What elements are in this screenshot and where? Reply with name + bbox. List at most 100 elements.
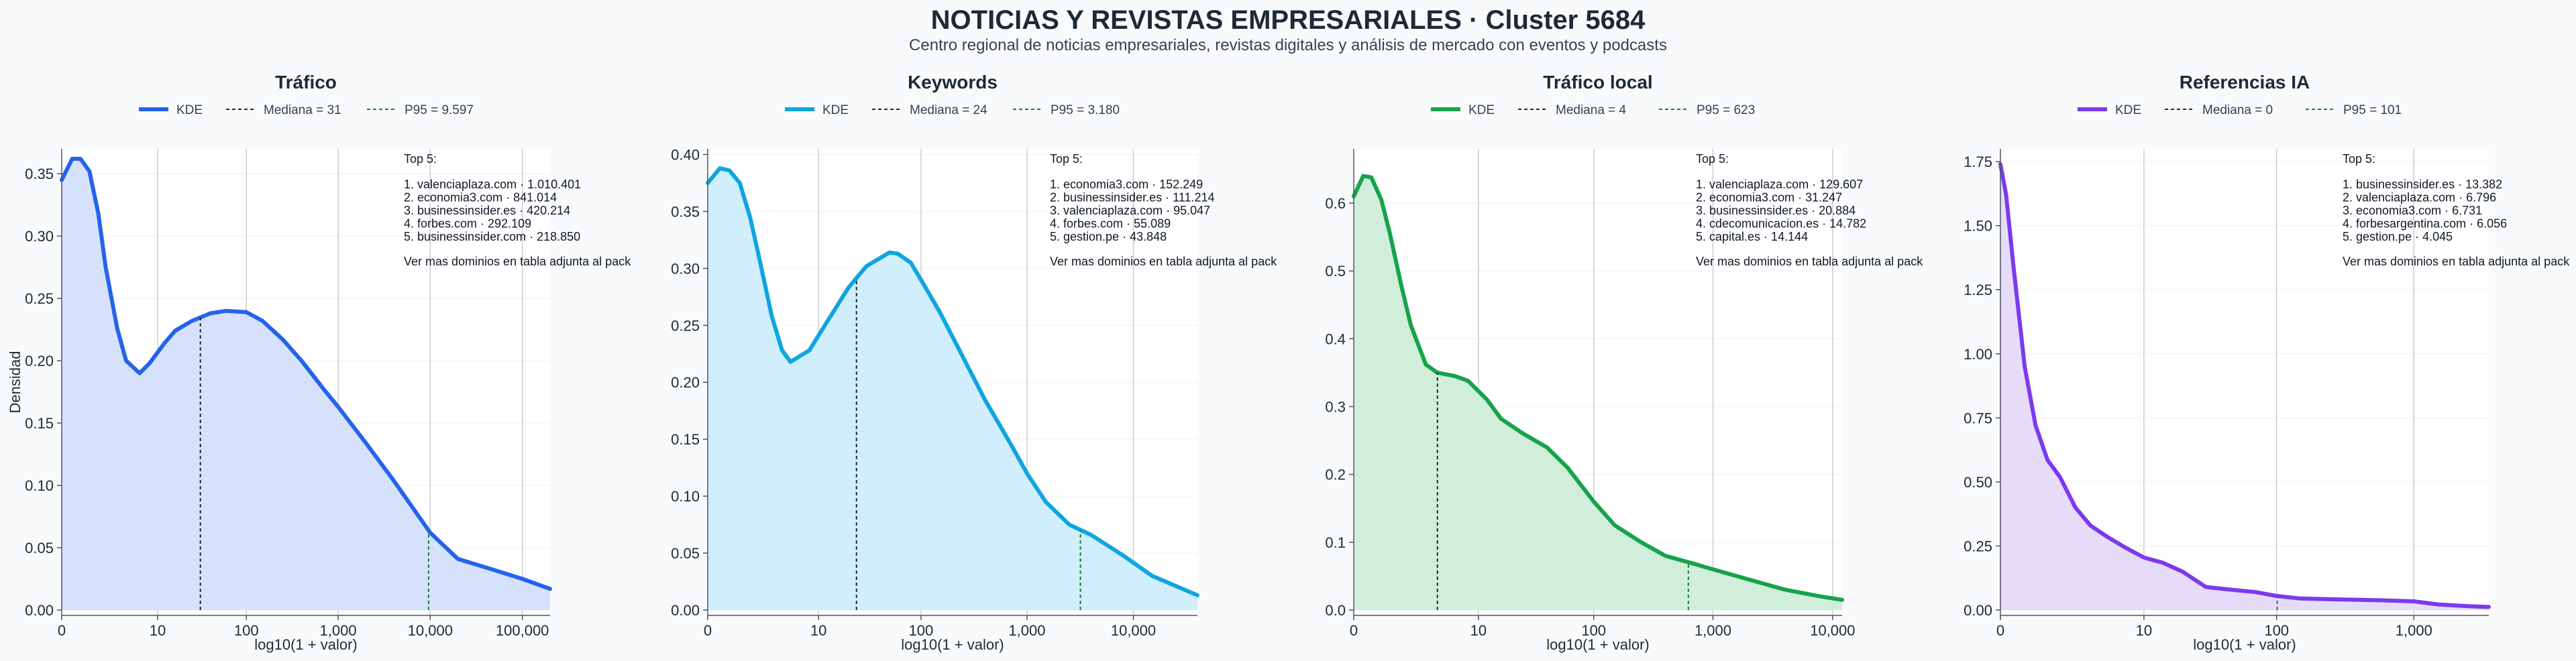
y-tick-label: 0.00	[1964, 602, 1992, 619]
chart-title: Tráfico	[275, 72, 337, 93]
x-tick-label: 1,000	[2396, 622, 2432, 639]
kde-area	[62, 158, 550, 610]
annotation-item: 4. forbesargentina.com · 6.056	[2343, 217, 2507, 231]
x-tick-label: 1,000	[1695, 622, 1731, 639]
y-tick-label: 0.2	[1325, 467, 1346, 483]
x-tick-label: 100	[909, 622, 934, 639]
y-tick-label: 0.20	[671, 374, 700, 391]
x-tick-label: 10,000	[1810, 622, 1855, 639]
x-tick-label: 10	[810, 622, 826, 639]
annotation-item: 3. businessinsider.es · 20.884	[1696, 204, 1856, 217]
legend-p95-label: P95 = 623	[1697, 103, 1755, 117]
legend-kde-label: KDE	[822, 103, 849, 117]
annotation-header: Top 5:	[1050, 152, 1083, 166]
chart-panel-4: Referencias IA KDE Mediana = 0 P95 = 101 0.0…	[1964, 72, 2570, 653]
y-tick-label: 0.30	[25, 228, 54, 245]
y-tick-label: 0.4	[1325, 330, 1346, 347]
annotation-item: 5. businessinsider.com · 218.850	[404, 230, 580, 243]
annotation-item: 2. economia3.com · 841.014	[404, 191, 557, 204]
y-tick-label: 0.00	[671, 602, 700, 619]
kde-area	[1354, 176, 1842, 610]
kde-area	[2000, 164, 2489, 610]
y-tick-label: 1.00	[1964, 346, 1992, 363]
y-tick-label: 0.00	[25, 602, 54, 619]
x-tick-label: 100	[2264, 622, 2289, 639]
y-tick-label: 0.40	[671, 146, 700, 163]
x-axis-label: log10(1 + valor)	[2193, 636, 2296, 653]
chart-title: Keywords	[908, 72, 998, 93]
legend-kde-label: KDE	[1468, 103, 1495, 117]
legend-kde-label: KDE	[176, 103, 203, 117]
x-tick-label: 1,000	[320, 622, 357, 639]
page-title: NOTICIAS Y REVISTAS EMPRESARIALES · Clus…	[930, 5, 1646, 35]
x-tick-label: 100	[1581, 622, 1606, 639]
y-tick-label: 1.25	[1964, 282, 1992, 298]
annotation-item: 2. valenciaplaza.com · 6.796	[2343, 191, 2496, 204]
x-tick-label: 1,000	[1008, 622, 1045, 639]
y-tick-label: 0.05	[671, 545, 700, 562]
chart-title: Tráfico local	[1543, 72, 1652, 93]
annotation-item: 1. valenciaplaza.com · 1.010.401	[404, 178, 581, 191]
y-tick-label: 0.15	[25, 415, 54, 432]
annotation-footer: Ver mas dominios en tabla adjunta al pac…	[404, 255, 631, 268]
annotation-item: 3. valenciaplaza.com · 95.047	[1050, 204, 1210, 217]
y-tick-label: 1.50	[1964, 218, 1992, 235]
annotation-footer: Ver mas dominios en tabla adjunta al pac…	[1050, 255, 1277, 268]
y-tick-label: 0.35	[671, 203, 700, 220]
y-tick-label: 0.75	[1964, 410, 1992, 426]
annotation-header: Top 5:	[404, 152, 437, 166]
legend-p95-label: P95 = 9.597	[405, 103, 474, 117]
y-tick-label: 0.10	[25, 477, 54, 494]
legend-p95-label: P95 = 3.180	[1051, 103, 1120, 117]
page-subtitle: Centro regional de noticias empresariale…	[909, 36, 1667, 54]
chart-panel-1: Tráfico KDE Mediana = 31 P95 = 9.597 0.00 0.0…	[7, 72, 631, 653]
y-tick-label: 0.35	[25, 166, 54, 182]
x-tick-label: 0	[1350, 622, 1358, 639]
x-tick-label: 10	[2136, 622, 2152, 639]
kde-line	[706, 166, 1199, 597]
annotation-footer: Ver mas dominios en tabla adjunta al pac…	[1696, 255, 1923, 268]
y-tick-label: 1.75	[1964, 154, 1992, 170]
x-axis-label: log10(1 + valor)	[254, 636, 357, 653]
annotation-item: 3. economia3.com · 6.731	[2343, 204, 2482, 217]
annotation-item: 4. forbes.com · 55.089	[1050, 217, 1171, 231]
legend-median-label: Mediana = 24	[910, 103, 987, 117]
annotation-item: 2. economia3.com · 31.247	[1696, 191, 1842, 204]
x-tick-label: 0	[1996, 622, 2004, 639]
annotation-item: 4. cdecomunicacion.es · 14.782	[1696, 217, 1866, 231]
annotation-item: 1. valenciaplaza.com · 129.607	[1696, 178, 1863, 191]
annotation-item: 1. businessinsider.es · 13.382	[2343, 178, 2502, 191]
y-tick-label: 0.50	[1964, 474, 1992, 491]
y-tick-label: 0.3	[1325, 398, 1346, 415]
kde-area	[708, 168, 1197, 610]
x-axis-label: log10(1 + valor)	[1546, 636, 1649, 653]
kde-line	[60, 156, 552, 591]
x-tick-label: 100,000	[496, 622, 549, 639]
legend-median-label: Mediana = 31	[264, 103, 341, 117]
chart-panel-2: Keywords KDE Mediana = 24 P95 = 3.180 0.00 0.…	[671, 72, 1277, 653]
legend-median-label: Mediana = 0	[2202, 103, 2273, 117]
x-axis-label: log10(1 + valor)	[901, 636, 1004, 653]
legend-median-label: Mediana = 4	[1556, 103, 1627, 117]
x-tick-label: 0	[58, 622, 66, 639]
x-tick-label: 10	[150, 622, 166, 639]
kde-line	[1352, 174, 1844, 602]
annotation-item: 5. gestion.pe · 43.848	[1050, 230, 1167, 243]
annotation-item: 4. forbes.com · 292.109	[404, 217, 531, 231]
annotation-item: 5. capital.es · 14.144	[1696, 230, 1808, 243]
x-tick-label: 10	[1470, 622, 1487, 639]
x-tick-label: 100	[234, 622, 259, 639]
y-tick-label: 0.05	[25, 540, 54, 556]
y-tick-label: 0.0	[1325, 602, 1346, 619]
annotation-item: 1. economia3.com · 152.249	[1050, 178, 1203, 191]
annotation-item: 5. gestion.pe · 4.045	[2343, 230, 2453, 243]
y-axis-label: Densidad	[7, 351, 23, 414]
annotation-item: 2. businessinsider.es · 111.214	[1050, 191, 1215, 204]
x-tick-label: 0	[704, 622, 712, 639]
y-tick-label: 0.30	[671, 260, 700, 277]
annotation-header: Top 5:	[1696, 152, 1729, 166]
y-tick-label: 0.25	[1964, 538, 1992, 554]
kde-line	[1998, 162, 2491, 609]
